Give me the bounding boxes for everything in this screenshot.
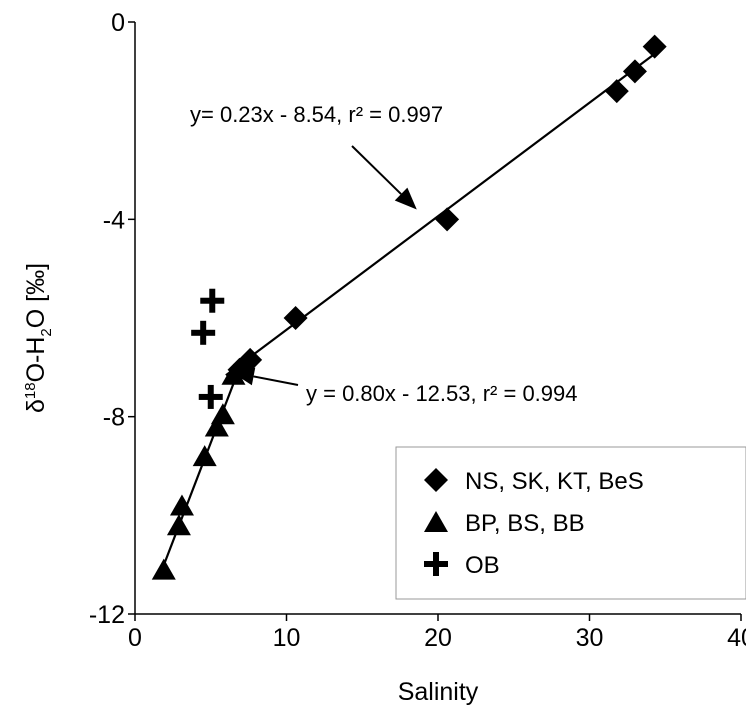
legend-triangle-marker [424,511,448,532]
triangle-point [151,558,176,580]
annotation-arrowhead [394,187,417,210]
legend-label: BP, BS, BB [465,510,585,537]
triangle-point [221,363,246,385]
diamond-point [642,34,667,59]
triangle-point [169,494,194,516]
legend-diamond-marker [424,468,448,492]
legend-label: NS, SK, KT, BeS [465,468,644,495]
diamond-point [622,59,647,84]
legend-label: OB [465,552,500,579]
legend-box [395,446,746,600]
data-points [151,34,667,580]
y-tick-label: -8 [103,404,125,432]
annotation-arrowhead [231,367,256,386]
x-axis-title: Salinity [398,678,479,706]
x-tick-label: 10 [273,624,301,652]
regression-annotation: y= 0.23x - 8.54, r² = 0.997 [190,102,443,127]
triangle-point [192,445,217,467]
triangle-point [204,415,229,437]
legend-plus-marker [424,552,448,576]
x-tick-label: 20 [424,624,452,652]
plus-point [191,320,216,345]
y-axis-title: δ18O-H2O [‰] [22,263,55,413]
plus-point [200,288,225,313]
diamond-point [604,79,629,104]
legend: NS, SK, KT, BeS BP, BS, BB OB [395,446,746,600]
diamond-point [283,306,308,330]
triangle-point [210,403,235,425]
annotations: y= 0.23x - 8.54, r² = 0.997 y = 0.80x - 1… [190,102,578,406]
regression-line [162,371,240,566]
x-tick-label: 30 [576,624,604,652]
x-tick-label: 0 [128,624,142,652]
regression-annotation: y = 0.80x - 12.53, r² = 0.994 [306,381,578,406]
annotation-arrow-line [351,145,402,195]
y-tick-label: -12 [89,601,125,629]
y-tick-label: -4 [103,206,125,234]
axes: 0 10 20 30 40 0 -4 -8 -12 [89,9,746,652]
diamond-point [435,207,460,232]
annotation-arrow-line [253,375,299,386]
plus-point [198,384,223,409]
triangle-point [166,514,191,536]
y-tick-label: 0 [111,9,125,37]
x-tick-label: 40 [727,624,746,652]
